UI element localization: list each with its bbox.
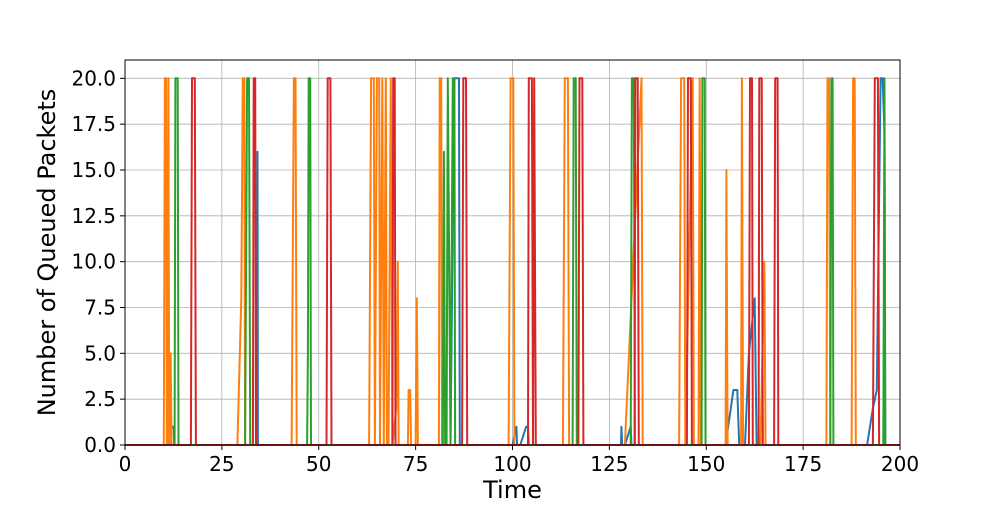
x-tick-label: 125	[590, 452, 628, 476]
x-tick-label: 150	[687, 452, 725, 476]
series-line-1	[125, 77, 900, 446]
y-axis-label: Number of Queued Packets	[33, 89, 61, 417]
y-tick-label: 10.0	[71, 250, 116, 274]
x-tick-label: 25	[209, 452, 234, 476]
x-tick-label: 75	[403, 452, 428, 476]
x-tick-label: 175	[784, 452, 822, 476]
series-line-4	[125, 77, 900, 446]
y-tick-label: 12.5	[71, 204, 116, 228]
y-tick-label: 7.5	[84, 296, 116, 320]
y-tick-label: 20.0	[71, 66, 116, 90]
y-tick-label: 17.5	[71, 112, 116, 136]
x-tick-label: 0	[119, 452, 132, 476]
x-tick-label: 200	[881, 452, 919, 476]
ticks: 0 25 50 75 100 125 150 175 200 0.0 2.5 5.0 7.5 10.0 12…	[71, 66, 919, 476]
x-tick-label: 100	[493, 452, 531, 476]
y-tick-label: 0.0	[84, 433, 116, 457]
y-tick-label: 5.0	[84, 341, 116, 365]
y-tick-label: 15.0	[71, 158, 116, 182]
y-tick-label: 2.5	[84, 387, 116, 411]
x-tick-label: 50	[306, 452, 331, 476]
x-axis-label: Time	[482, 476, 542, 500]
